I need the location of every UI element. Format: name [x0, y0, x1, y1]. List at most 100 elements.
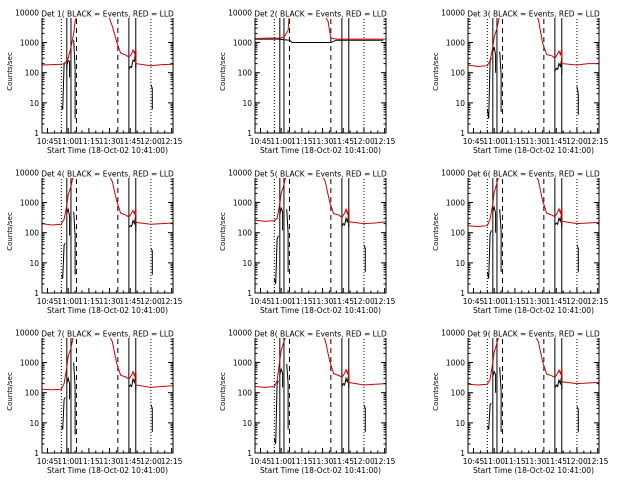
chart-title: Det 9( BLACK = Events, RED = LLD: [467, 330, 600, 339]
x-tick-label: 12:00: [566, 297, 588, 306]
title-backing: [252, 169, 389, 178]
x-tick-label: 10:45: [463, 137, 485, 146]
x-tick-label: 11:45: [545, 297, 567, 306]
title-backing: [39, 329, 176, 338]
x-tick-label: 11:45: [119, 457, 141, 466]
y-axis-label: Counts/sec: [219, 372, 227, 411]
series-segment: [273, 380, 279, 445]
events-series: [255, 38, 384, 43]
series-segment: [279, 206, 284, 231]
y-tick-label: 1000: [233, 39, 252, 48]
x-tick-label: 10:45: [250, 457, 272, 466]
x-tick-label: 12:15: [587, 137, 609, 146]
series-segment: [60, 397, 66, 430]
x-tick-label: 11:45: [119, 297, 141, 306]
y-axis-label: Counts/sec: [432, 372, 440, 411]
series-segment: [66, 60, 71, 78]
series-segment: [150, 84, 153, 110]
y-tick-label: 1000: [20, 359, 39, 368]
y-tick-label: 10: [242, 99, 252, 108]
series-segment: [150, 404, 153, 432]
series-segment: [492, 205, 497, 233]
y-tick-label: 100: [451, 229, 466, 238]
series-segment: [492, 47, 497, 73]
y-axis-label: Counts/sec: [6, 212, 14, 251]
x-tick-label: 11:45: [545, 137, 567, 146]
marker-lines: [60, 170, 152, 293]
x-tick-label: 11:15: [291, 297, 313, 306]
title-backing: [39, 9, 176, 18]
events-series: [60, 207, 153, 279]
events-series: [273, 206, 366, 285]
x-tick-label: 10:45: [463, 297, 485, 306]
series-segment: [255, 38, 384, 43]
series-segment: [286, 363, 289, 430]
series-segment: [576, 406, 579, 432]
y-tick-label: 1: [460, 449, 465, 458]
y-tick-label: 100: [25, 69, 40, 78]
x-tick-label: 11:00: [483, 137, 505, 146]
series-segment: [576, 244, 579, 272]
x-tick-label: 11:30: [525, 457, 547, 466]
x-tick-label: 11:15: [291, 137, 313, 146]
x-tick-label: 10:45: [463, 457, 485, 466]
y-axis-label: Counts/sec: [6, 372, 14, 411]
series-segment: [150, 248, 153, 275]
title-backing: [465, 329, 602, 338]
x-tick-label: 12:15: [587, 457, 609, 466]
series-segment: [279, 367, 284, 388]
x-tick-label: 11:30: [99, 457, 121, 466]
x-tick-label: 12:15: [161, 457, 183, 466]
y-tick-label: 1000: [233, 199, 252, 208]
series-segment: [66, 207, 71, 236]
x-tick-label: 11:30: [525, 297, 547, 306]
y-tick-label: 10: [29, 99, 39, 108]
x-tick-label: 11:15: [504, 297, 526, 306]
y-axis-label: Counts/sec: [432, 212, 440, 251]
x-tick-label: 10:45: [250, 297, 272, 306]
x-axis-label: Start Time (18-Oct-02 10:41:00): [260, 306, 381, 315]
x-tick-label: 11:30: [312, 297, 334, 306]
y-tick-label: 1: [34, 129, 39, 138]
chart-title: Det 5( BLACK = Events, RED = LLD: [254, 170, 387, 179]
chart-panel-det-2: 1 10 100 1000 10000 10:45 11:00 11:15 11:30 11:45…: [219, 8, 396, 155]
x-tick-label: 10:45: [37, 457, 59, 466]
y-tick-label: 10: [455, 99, 465, 108]
marker-lines: [486, 330, 578, 453]
y-tick-label: 100: [451, 389, 466, 398]
series-segment: [73, 40, 76, 119]
series-segment: [60, 242, 66, 279]
marker-lines: [273, 330, 365, 453]
chart-panel-det-8: 1 10 100 1000 10000 10:45 11:00 11:15 11:30 11:45…: [219, 328, 396, 475]
y-tick-label: 1: [460, 129, 465, 138]
series-segment: [576, 86, 579, 115]
y-tick-label: 10000: [15, 168, 39, 177]
chart-panel-det-3: 1 10 100 1000 10000 10:45 11:00 11:15 11:30 11:45…: [432, 8, 609, 155]
x-tick-label: 12:00: [140, 297, 162, 306]
x-tick-label: 11:45: [332, 457, 354, 466]
chart-panel-det-6: 1 10 100 1000 10000 10:45 11:00 11:15 11:30 11:45…: [432, 168, 609, 315]
y-tick-label: 100: [25, 389, 40, 398]
y-tick-label: 10: [29, 259, 39, 268]
chart-title: Det 4( BLACK = Events, RED = LLD: [41, 170, 174, 179]
x-tick-label: 11:15: [78, 297, 100, 306]
chart-title: Det 3( BLACK = Events, RED = LLD: [467, 10, 600, 19]
x-tick-label: 12:00: [353, 457, 375, 466]
x-tick-label: 11:45: [545, 457, 567, 466]
x-tick-label: 11:30: [525, 137, 547, 146]
x-tick-label: 12:15: [374, 137, 396, 146]
series-segment: [486, 402, 492, 430]
x-tick-label: 11:30: [312, 137, 334, 146]
series-segment: [73, 362, 76, 435]
chart-title: Det 1( BLACK = Events, RED = LLD: [41, 10, 174, 19]
y-axis-label: Counts/sec: [219, 52, 227, 91]
x-tick-label: 11:15: [291, 457, 313, 466]
y-tick-label: 10000: [441, 8, 465, 17]
events-series: [486, 205, 579, 279]
x-axis-label: Start Time (18-Oct-02 10:41:00): [47, 466, 168, 475]
y-tick-label: 1: [247, 129, 252, 138]
x-tick-label: 12:15: [374, 457, 396, 466]
x-tick-label: 11:45: [332, 137, 354, 146]
y-tick-label: 10000: [228, 8, 252, 17]
